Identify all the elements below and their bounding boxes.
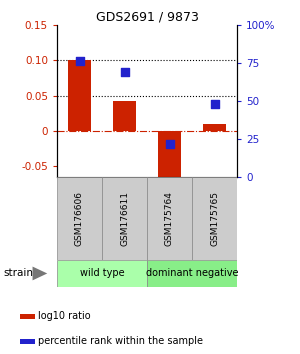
Text: wild type: wild type xyxy=(80,268,124,279)
Text: strain: strain xyxy=(3,268,33,279)
Bar xyxy=(57,260,147,287)
Bar xyxy=(20,339,35,344)
Bar xyxy=(147,177,192,260)
Bar xyxy=(113,101,136,131)
Text: GSM176606: GSM176606 xyxy=(75,191,84,246)
Text: GSM175764: GSM175764 xyxy=(165,191,174,246)
Title: GDS2691 / 9873: GDS2691 / 9873 xyxy=(96,11,198,24)
Point xyxy=(77,58,82,64)
Point xyxy=(167,141,172,146)
Bar xyxy=(68,60,91,131)
Bar xyxy=(203,124,226,131)
Polygon shape xyxy=(32,267,47,280)
Text: percentile rank within the sample: percentile rank within the sample xyxy=(38,336,203,347)
Point xyxy=(122,69,127,75)
Bar xyxy=(158,131,181,177)
Text: dominant negative: dominant negative xyxy=(146,268,238,279)
Text: GSM176611: GSM176611 xyxy=(120,191,129,246)
Bar xyxy=(147,260,237,287)
Text: GSM175765: GSM175765 xyxy=(210,191,219,246)
Point xyxy=(212,101,217,107)
Bar xyxy=(192,177,237,260)
Bar xyxy=(57,177,102,260)
Bar xyxy=(102,177,147,260)
Text: log10 ratio: log10 ratio xyxy=(38,311,91,321)
Bar xyxy=(20,314,35,319)
